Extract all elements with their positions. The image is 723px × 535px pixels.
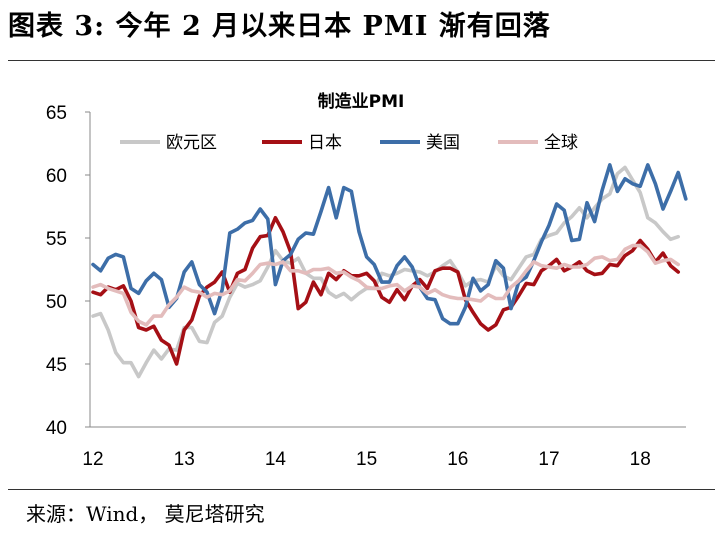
legend: 欧元区 日本 美国 全球	[120, 133, 578, 153]
y-tick-label: 60	[46, 166, 67, 187]
series-line-2	[91, 163, 688, 326]
pmi-line-chart: 制造业PMI 40 45 50 55 60 65 12 13 14 15 16 17 18 欧元区 日本…	[46, 91, 688, 470]
title-rule	[8, 60, 715, 61]
legend-label-0: 欧元区	[166, 133, 217, 153]
source-note: 来源：Wind， 莫尼塔研究	[26, 502, 265, 526]
chart-title: 制造业PMI	[318, 91, 405, 112]
x-tick-label: 14	[265, 449, 287, 470]
series-line-0	[91, 165, 681, 379]
x-tick-label: 16	[447, 449, 468, 470]
y-tick-label: 55	[46, 229, 67, 250]
x-tick-label: 17	[538, 449, 559, 470]
source-rule	[8, 489, 715, 490]
y-tick-label: 45	[46, 355, 67, 376]
y-tick-label: 65	[46, 103, 67, 124]
x-tick-label: 13	[174, 449, 195, 470]
series-line-3	[91, 243, 681, 327]
y-tick-label: 50	[46, 292, 67, 313]
y-tick-labels: 40 45 50 55 60 65	[46, 103, 90, 439]
y-tick-label: 40	[46, 418, 67, 439]
series-line-1	[91, 216, 681, 366]
x-tick-label: 12	[82, 449, 103, 470]
legend-label-2: 美国	[426, 133, 460, 153]
x-tick-labels: 12 13 14 15 16 17 18	[82, 449, 650, 470]
x-tick-label: 18	[630, 449, 651, 470]
series-lines	[91, 163, 688, 379]
legend-label-1: 日本	[308, 133, 342, 153]
x-tick-label: 15	[356, 449, 377, 470]
figure-title: 图表 3: 今年 2 月以来日本 PMI 渐有回落	[8, 11, 551, 42]
legend-label-3: 全球	[544, 133, 578, 153]
